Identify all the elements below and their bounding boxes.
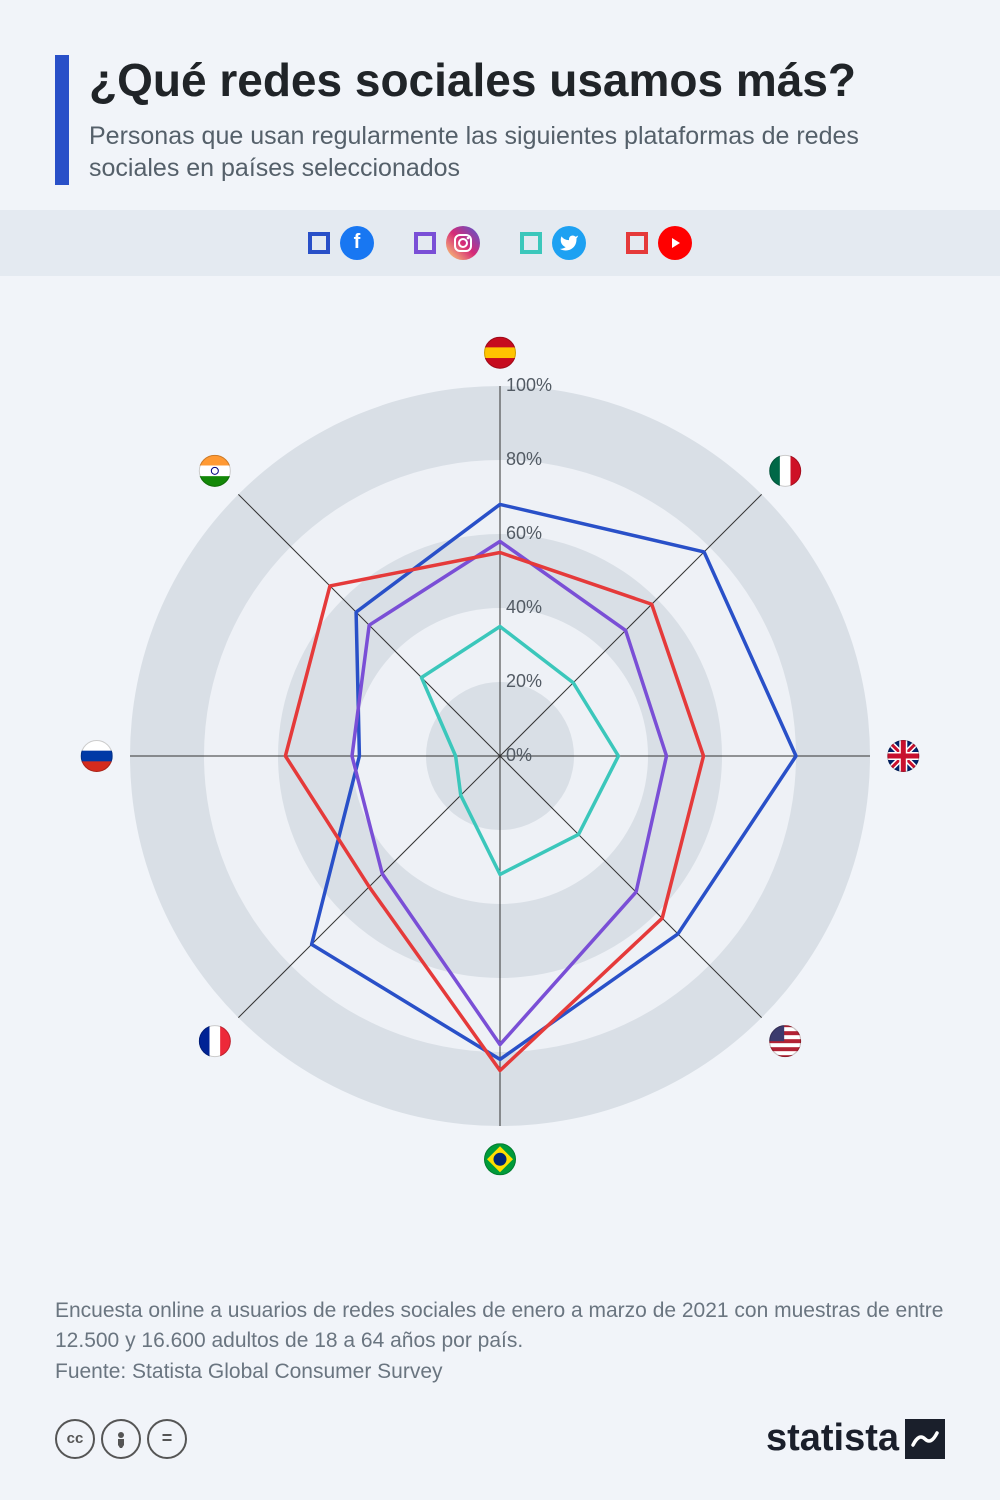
flag-mx-icon [769,454,802,486]
twitter-icon [552,226,586,260]
statista-logo: statista [766,1417,945,1460]
infographic-page: ¿Qué redes sociales usamos más? Personas… [0,0,1000,1500]
svg-text:100%: 100% [506,375,552,395]
svg-text:0%: 0% [506,745,532,765]
flag-gb-icon [887,740,919,772]
flag-ru-icon [81,740,113,773]
flag-br-icon [484,1143,516,1175]
facebook-icon: f [340,226,374,260]
flag-us-icon [769,1025,801,1057]
legend-item-twitter [520,226,586,260]
flag-fr-icon [199,1025,232,1057]
legend-swatch [520,232,542,254]
legend-swatch [414,232,436,254]
svg-text:60%: 60% [506,523,542,543]
legend-swatch [626,232,648,254]
cc-badge [101,1419,141,1459]
svg-text:40%: 40% [506,597,542,617]
instagram-icon [446,226,480,260]
legend-item-youtube [626,226,692,260]
accent-bar [55,55,69,185]
flag-es-icon [484,336,516,369]
youtube-icon [658,226,692,260]
cc-badge: = [147,1419,187,1459]
header: ¿Qué redes sociales usamos más? Personas… [0,0,1000,210]
page-subtitle: Personas que usan regularmente las sigui… [89,120,945,185]
svg-text:80%: 80% [506,449,542,469]
flag-in-icon [199,454,231,487]
legend-bar: f [0,210,1000,276]
legend-item-facebook: f [308,226,374,260]
footer: Encuesta online a usuarios de redes soci… [0,1296,1000,1500]
logo-wave-icon [905,1419,945,1459]
page-title: ¿Qué redes sociales usamos más? [89,55,945,106]
radar-chart: 0% 20% 40% 60% 80% 100% [40,306,960,1186]
footnote: Encuesta online a usuarios de redes soci… [55,1296,945,1387]
legend-item-instagram [414,226,480,260]
license-badges: cc = [55,1419,187,1459]
legend-swatch [308,232,330,254]
svg-text:20%: 20% [506,671,542,691]
cc-badge: cc [55,1419,95,1459]
radar-chart-container: 0% 20% 40% 60% 80% 100% [0,276,1000,1196]
